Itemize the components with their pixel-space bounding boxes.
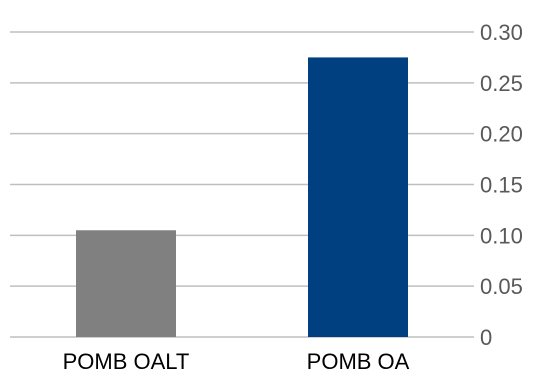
- y-tick-label: 0.05: [480, 274, 523, 299]
- y-tick-label: 0.25: [480, 71, 523, 96]
- y-axis-tick-labels: 0 0.05 0.10 0.15 0.20 0.25 0.30: [480, 20, 523, 350]
- x-axis-category-labels: POMB OALT POMB OA: [63, 349, 410, 374]
- bar-pomb-oalt: [76, 230, 176, 337]
- y-tick-label: 0.30: [480, 20, 523, 45]
- x-category-label: POMB OALT: [63, 349, 190, 374]
- y-tick-label: 0.15: [480, 173, 523, 198]
- y-tick-label: 0.20: [480, 122, 523, 147]
- y-tick-label: 0.10: [480, 223, 523, 248]
- y-tick-label: 0: [480, 325, 492, 350]
- bars: [76, 57, 408, 338]
- x-category-label: POMB OA: [307, 349, 410, 374]
- bar-pomb-oa: [308, 57, 408, 338]
